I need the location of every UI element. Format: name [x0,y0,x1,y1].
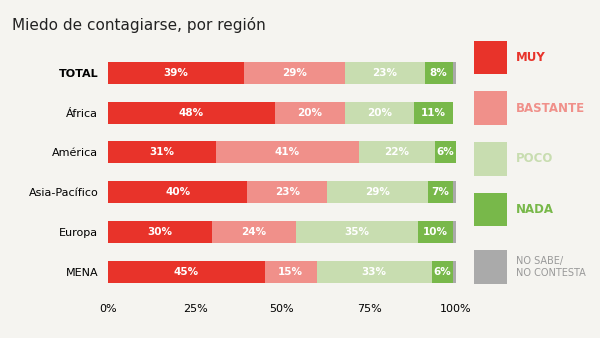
Bar [108,142,216,163]
Bar [359,142,435,163]
Bar [265,261,317,283]
Text: 10%: 10% [422,227,448,237]
Bar [216,142,359,163]
Text: 20%: 20% [367,107,392,118]
Text: 35%: 35% [344,227,370,237]
Bar [275,102,344,124]
Bar [474,142,507,176]
Text: 41%: 41% [275,147,300,158]
Text: 6%: 6% [437,147,454,158]
Bar [474,41,507,74]
Bar [344,62,425,84]
Text: 11%: 11% [421,107,446,118]
Bar [327,182,428,203]
Bar [474,193,507,226]
Text: 45%: 45% [174,267,199,277]
Bar [418,221,452,243]
Bar [296,221,418,243]
Bar [435,142,456,163]
Text: MUY: MUY [516,51,546,64]
Text: BASTANTE: BASTANTE [516,102,585,115]
Text: 29%: 29% [282,68,307,78]
Bar [247,182,327,203]
Bar [244,62,344,84]
Bar [474,91,507,125]
Text: 20%: 20% [298,107,322,118]
Bar [452,221,456,243]
Text: 29%: 29% [365,187,390,197]
Text: 6%: 6% [433,267,451,277]
Bar [108,261,265,283]
Text: Miedo de contagiarse, por región: Miedo de contagiarse, por región [12,17,266,33]
Bar [474,250,507,284]
Text: 33%: 33% [362,267,387,277]
Bar [108,221,212,243]
Text: 31%: 31% [149,147,175,158]
Text: NO SABE/
NO CONTESTA: NO SABE/ NO CONTESTA [516,256,586,278]
Text: 15%: 15% [278,267,303,277]
Text: 40%: 40% [165,187,190,197]
Text: 23%: 23% [372,68,397,78]
Bar [108,102,275,124]
Text: 8%: 8% [430,68,448,78]
Bar [108,62,244,84]
Bar [108,182,247,203]
Bar [414,102,452,124]
Bar [212,221,296,243]
Bar [344,102,414,124]
Text: 39%: 39% [163,68,188,78]
Bar [317,261,431,283]
Text: 22%: 22% [385,147,409,158]
Bar [425,62,452,84]
Text: 30%: 30% [148,227,173,237]
Bar [452,261,456,283]
Bar [452,182,456,203]
Bar [431,261,452,283]
Bar [428,182,452,203]
Text: 7%: 7% [431,187,449,197]
Bar [452,62,456,84]
Text: 23%: 23% [275,187,300,197]
Text: NADA: NADA [516,203,554,216]
Text: 48%: 48% [179,107,204,118]
Text: 24%: 24% [242,227,267,237]
Text: POCO: POCO [516,152,553,165]
